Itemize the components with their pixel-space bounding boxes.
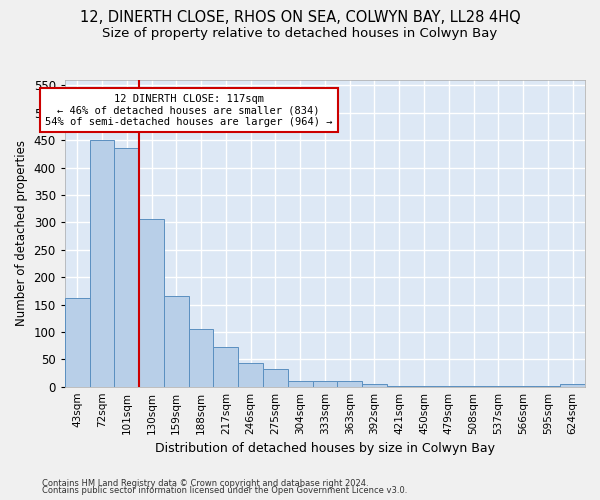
Text: Size of property relative to detached houses in Colwyn Bay: Size of property relative to detached ho… — [103, 28, 497, 40]
Bar — [313, 381, 337, 386]
Bar — [263, 368, 288, 386]
Bar — [288, 381, 313, 386]
Y-axis label: Number of detached properties: Number of detached properties — [15, 140, 28, 326]
Text: 12 DINERTH CLOSE: 117sqm
← 46% of detached houses are smaller (834)
54% of semi-: 12 DINERTH CLOSE: 117sqm ← 46% of detach… — [45, 94, 332, 126]
Text: Contains public sector information licensed under the Open Government Licence v3: Contains public sector information licen… — [42, 486, 407, 495]
Bar — [89, 140, 115, 386]
Bar — [214, 346, 238, 387]
Text: 12, DINERTH CLOSE, RHOS ON SEA, COLWYN BAY, LL28 4HQ: 12, DINERTH CLOSE, RHOS ON SEA, COLWYN B… — [80, 10, 520, 25]
Bar — [188, 328, 214, 386]
Bar — [238, 362, 263, 386]
Bar — [362, 384, 387, 386]
Bar — [139, 218, 164, 386]
Bar — [560, 384, 585, 386]
Bar — [164, 296, 188, 386]
Bar — [337, 381, 362, 386]
Text: Contains HM Land Registry data © Crown copyright and database right 2024.: Contains HM Land Registry data © Crown c… — [42, 478, 368, 488]
Bar — [65, 298, 89, 386]
X-axis label: Distribution of detached houses by size in Colwyn Bay: Distribution of detached houses by size … — [155, 442, 495, 455]
Bar — [115, 148, 139, 386]
